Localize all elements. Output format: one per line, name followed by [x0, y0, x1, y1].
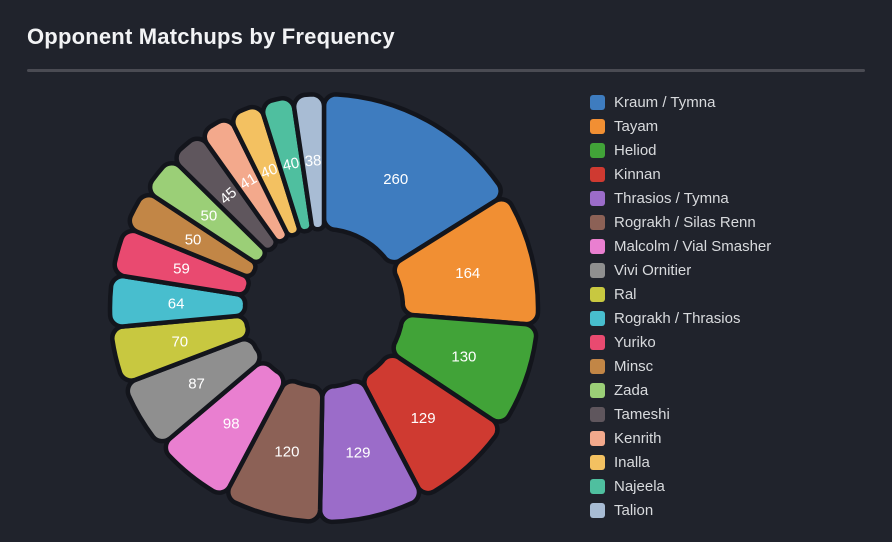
legend-label: Rograkh / Silas Renn — [614, 214, 756, 231]
legend-label: Malcolm / Vial Smasher — [614, 238, 772, 255]
legend-item-malcolm-vial-smasher[interactable]: Malcolm / Vial Smasher — [590, 239, 771, 254]
legend-item-zada[interactable]: Zada — [590, 383, 771, 398]
legend-label: Kinnan — [614, 166, 661, 183]
legend-swatch — [590, 239, 605, 254]
legend-item-minsc[interactable]: Minsc — [590, 359, 771, 374]
legend-label: Minsc — [614, 358, 654, 375]
legend-swatch — [590, 215, 605, 230]
page-title: Opponent Matchups by Frequency — [27, 24, 395, 49]
pie-slice-talion[interactable] — [291, 92, 327, 232]
pie-slice-kraum-tymna[interactable] — [321, 92, 503, 265]
legend-swatch — [590, 263, 605, 278]
legend-label: Talion — [614, 502, 654, 519]
legend-item-kenrith[interactable]: Kenrith — [590, 431, 771, 446]
chart-header: Opponent Matchups by Frequency — [27, 24, 865, 50]
legend: Kraum / Tymna Tayam Heliod Kinnan Thrasios /… — [590, 95, 771, 527]
legend-item-rograkh-silas-renn[interactable]: Rograkh / Silas Renn — [590, 215, 771, 230]
legend-label: Ral — [614, 286, 637, 303]
legend-swatch — [590, 479, 605, 494]
legend-label: Kenrith — [614, 430, 662, 447]
slice-value-label: 98 — [223, 416, 240, 433]
slice-value-label: 50 — [201, 207, 218, 224]
legend-item-tayam[interactable]: Tayam — [590, 119, 771, 134]
legend-item-yuriko[interactable]: Yuriko — [590, 335, 771, 350]
legend-swatch — [590, 503, 605, 518]
legend-label: Najeela — [614, 478, 665, 495]
legend-item-kraum-tymna[interactable]: Kraum / Tymna — [590, 95, 771, 110]
slice-value-label: 260 — [383, 171, 408, 188]
legend-swatch — [590, 167, 605, 182]
slice-value-label: 59 — [173, 260, 190, 277]
slice-value-label: 38 — [304, 152, 322, 170]
legend-label: Thrasios / Tymna — [614, 190, 729, 207]
legend-swatch — [590, 191, 605, 206]
legend-swatch — [590, 431, 605, 446]
legend-label: Rograkh / Thrasios — [614, 310, 741, 327]
slice-value-label: 129 — [345, 444, 370, 461]
legend-swatch — [590, 335, 605, 350]
legend-item-vivi-ornitier[interactable]: Vivi Ornitier — [590, 263, 771, 278]
slice-value-label: 87 — [188, 375, 205, 392]
legend-swatch — [590, 311, 605, 326]
legend-item-najeela[interactable]: Najeela — [590, 479, 771, 494]
legend-swatch — [590, 119, 605, 134]
legend-label: Tameshi — [614, 406, 670, 423]
slice-value-label: 40 — [281, 154, 301, 174]
legend-item-kinnan[interactable]: Kinnan — [590, 167, 771, 182]
legend-item-ral[interactable]: Ral — [590, 287, 771, 302]
legend-item-talion[interactable]: Talion — [590, 503, 771, 518]
slice-value-label: 50 — [185, 231, 202, 248]
title-divider — [27, 69, 865, 72]
slice-value-label: 64 — [168, 295, 185, 312]
legend-swatch — [590, 95, 605, 110]
legend-swatch — [590, 287, 605, 302]
slice-value-label: 164 — [455, 265, 480, 282]
legend-label: Yuriko — [614, 334, 656, 351]
legend-swatch — [590, 407, 605, 422]
slice-value-label: 129 — [411, 410, 436, 427]
legend-label: Tayam — [614, 118, 659, 135]
legend-item-heliod[interactable]: Heliod — [590, 143, 771, 158]
legend-item-rograkh-thrasios[interactable]: Rograkh / Thrasios — [590, 311, 771, 326]
legend-label: Heliod — [614, 142, 657, 159]
legend-swatch — [590, 383, 605, 398]
legend-item-thrasios-tymna[interactable]: Thrasios / Tymna — [590, 191, 771, 206]
legend-swatch — [590, 455, 605, 470]
slice-value-label: 70 — [171, 334, 188, 351]
legend-label: Vivi Ornitier — [614, 262, 692, 279]
legend-label: Inalla — [614, 454, 650, 471]
slice-value-label: 40 — [258, 160, 280, 182]
legend-item-inalla[interactable]: Inalla — [590, 455, 771, 470]
legend-item-tameshi[interactable]: Tameshi — [590, 407, 771, 422]
legend-swatch — [590, 143, 605, 158]
legend-label: Zada — [614, 382, 649, 399]
donut-chart: 260 164 130 129 129 120 98 87 70 64 59 50 50 45 41 40 40… — [0, 72, 560, 542]
slice-value-label: 130 — [451, 349, 476, 366]
legend-swatch — [590, 359, 605, 374]
slice-value-label: 41 — [237, 170, 260, 193]
legend-label: Kraum / Tymna — [614, 94, 716, 111]
slice-value-label: 120 — [274, 444, 299, 461]
